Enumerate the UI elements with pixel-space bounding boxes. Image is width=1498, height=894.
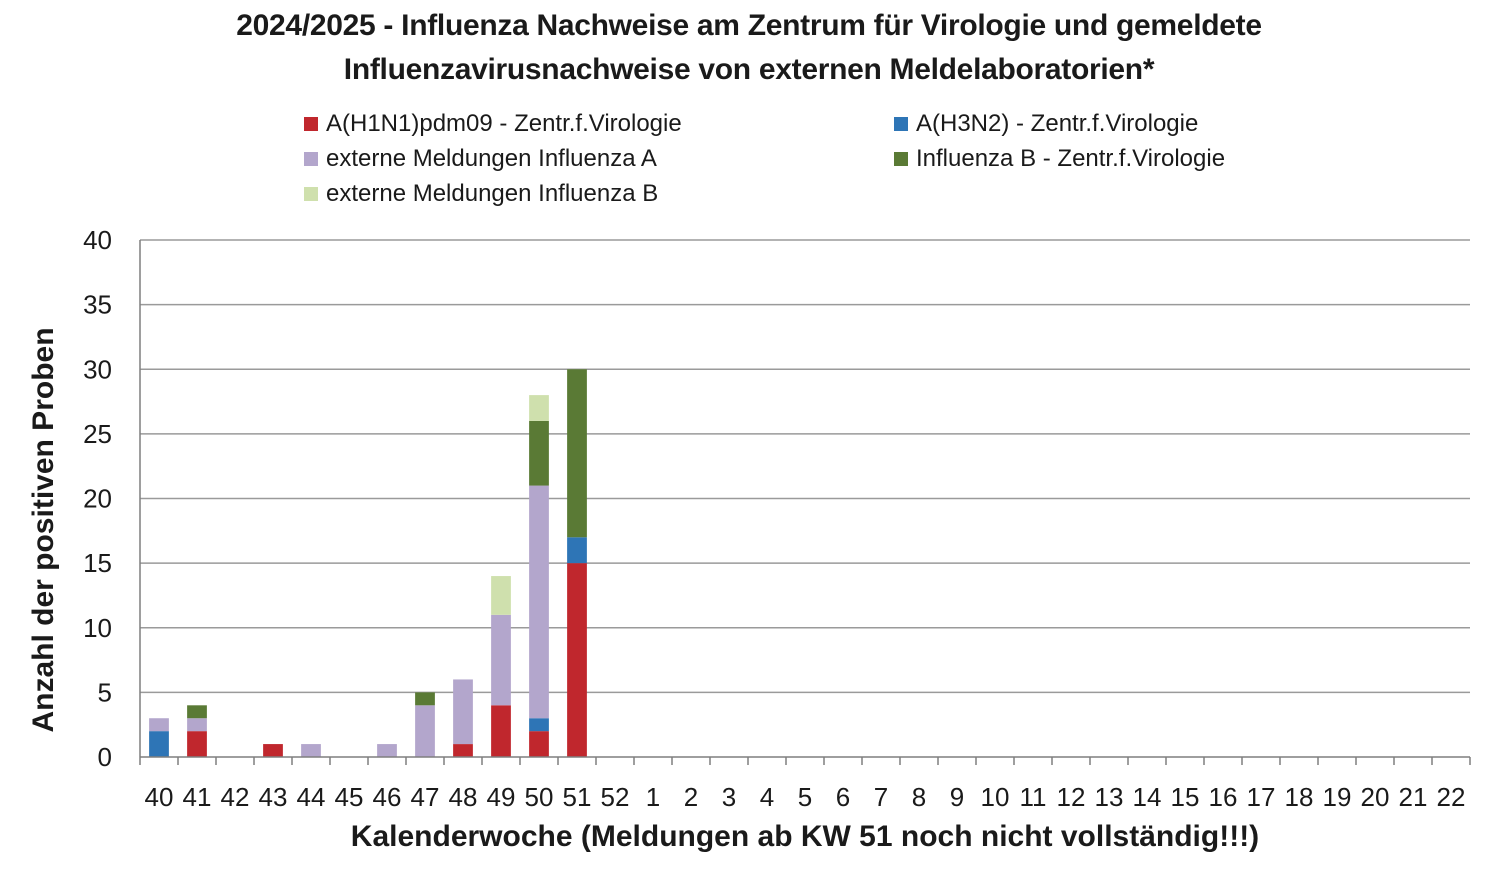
legend-item: externe Meldungen Influenza A [304, 145, 657, 173]
x-tick-label: 14 [1133, 782, 1162, 812]
legend-item: A(H1N1)pdm09 - Zentr.f.Virologie [304, 110, 682, 138]
bar-segment [567, 563, 587, 757]
y-tick-label: 25 [83, 419, 112, 449]
bar-segment [187, 718, 207, 732]
y-axis-title: Anzahl der positiven Proben [27, 327, 60, 733]
x-tick-label: 20 [1361, 782, 1390, 812]
y-tick-label: 10 [83, 613, 112, 643]
bar-segment [529, 395, 549, 421]
x-tick-label: 7 [874, 782, 888, 812]
x-tick-label: 2 [684, 782, 698, 812]
legend-item: externe Meldungen Influenza B [304, 180, 658, 208]
legend-label: externe Meldungen Influenza B [326, 180, 659, 207]
legend-label: A(H1N1)pdm09 - Zentr.f.Virologie [326, 110, 682, 137]
axes [139, 240, 1471, 765]
legend-item: A(H3N2) - Zentr.f.Virologie [894, 110, 1198, 138]
legend-swatch [894, 117, 908, 131]
bar-segment [149, 731, 169, 757]
bar-segment [301, 744, 321, 757]
x-tick-label: 45 [335, 782, 364, 812]
bar-segment [491, 576, 511, 615]
y-tick-label: 20 [83, 484, 112, 514]
chart-title: 2024/2025 - Influenza Nachweise am Zentr… [0, 4, 1498, 92]
x-tick-label: 5 [798, 782, 812, 812]
x-tick-label: 49 [487, 782, 516, 812]
legend-swatch [894, 152, 908, 166]
bar-segment [567, 537, 587, 564]
x-tick-label: 44 [297, 782, 326, 812]
bar-segment [415, 692, 435, 706]
chart-title-line-2: Influenzavirusnachweise von externen Mel… [343, 53, 1155, 86]
x-tick-label: 11 [1020, 782, 1047, 812]
x-tick-label: 21 [1399, 782, 1428, 812]
bar-segment [491, 614, 511, 706]
x-axis-title: Kalenderwoche (Meldungen ab KW 51 noch n… [350, 820, 1260, 853]
y-tick-label: 40 [83, 225, 112, 255]
bars [149, 369, 587, 757]
bar-segment [491, 705, 511, 757]
legend-swatch [304, 187, 318, 201]
y-tick-label: 5 [98, 677, 112, 707]
bar-segment [453, 744, 473, 757]
x-tick-label: 42 [221, 782, 250, 812]
y-tick-label: 15 [83, 548, 112, 578]
x-tick-label: 47 [411, 782, 440, 812]
chart-title-line-1: 2024/2025 - Influenza Nachweise am Zentr… [236, 9, 1262, 42]
bar-segment [529, 718, 549, 732]
x-tick-label: 48 [449, 782, 478, 812]
x-tick-label: 18 [1285, 782, 1314, 812]
bar-segment [149, 718, 169, 732]
chart-legend: A(H1N1)pdm09 - Zentr.f.Virologie A(H3N2) … [304, 110, 1304, 215]
x-tick-label: 19 [1323, 782, 1352, 812]
x-tick-label: 43 [259, 782, 288, 812]
bar-segment [415, 705, 435, 757]
x-tick-label: 13 [1095, 782, 1124, 812]
x-tick-label: 4 [760, 782, 774, 812]
x-tick-label: 17 [1247, 782, 1276, 812]
bar-segment [529, 485, 549, 719]
x-tick-label: 51 [563, 782, 592, 812]
x-tick-label: 3 [722, 782, 736, 812]
y-tick-label: 0 [98, 742, 112, 772]
x-tick-label: 46 [373, 782, 402, 812]
y-tick-label: 35 [83, 290, 112, 320]
x-tick-label: 16 [1209, 782, 1238, 812]
legend-label: Influenza B - Zentr.f.Virologie [916, 145, 1226, 172]
x-tick-label: 8 [912, 782, 926, 812]
x-tick-label: 1 [646, 782, 660, 812]
bar-segment [377, 744, 397, 757]
x-tick-label: 52 [601, 782, 630, 812]
bar-segment [453, 679, 473, 745]
y-tick-label: 30 [83, 354, 112, 384]
x-tick-label: 41 [183, 782, 212, 812]
gridlines [140, 239, 1470, 694]
legend-swatch [304, 152, 318, 166]
legend-label: externe Meldungen Influenza A [326, 145, 657, 172]
x-tick-label: 6 [836, 782, 850, 812]
bar-segment [529, 420, 549, 486]
legend-label: A(H3N2) - Zentr.f.Virologie [916, 110, 1199, 137]
bar-segment [187, 705, 207, 719]
bar-segment [529, 731, 549, 757]
bar-segment [567, 369, 587, 538]
x-tick-label: 40 [145, 782, 174, 812]
x-tick-label: 50 [525, 782, 554, 812]
x-tick-label: 9 [950, 782, 964, 812]
x-tick-label: 22 [1437, 782, 1466, 812]
x-tick-label: 10 [981, 782, 1010, 812]
x-tick-label: 15 [1171, 782, 1200, 812]
legend-item: Influenza B - Zentr.f.Virologie [894, 145, 1225, 173]
bar-segment [263, 744, 283, 757]
x-tick-label: 12 [1057, 782, 1086, 812]
bar-segment [187, 731, 207, 757]
legend-swatch [304, 117, 318, 131]
